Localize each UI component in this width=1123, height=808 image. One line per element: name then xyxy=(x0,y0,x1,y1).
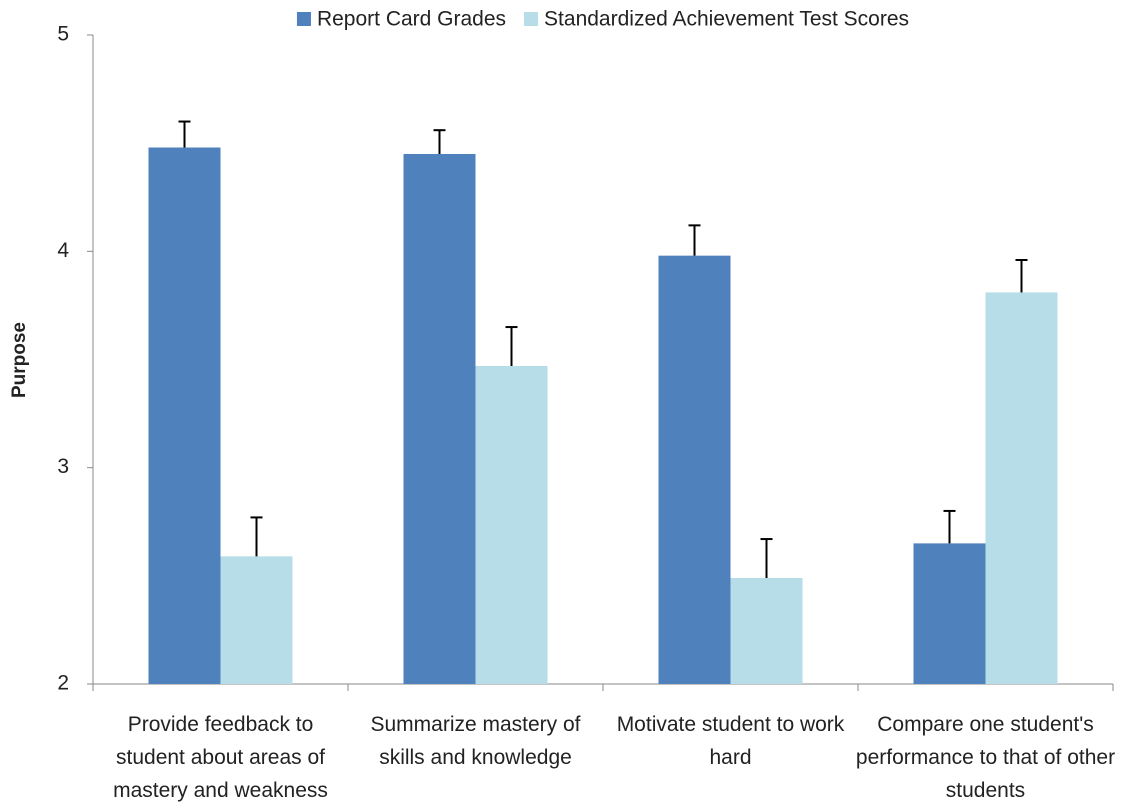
y-tick-label: 3 xyxy=(57,455,69,478)
bar xyxy=(913,543,986,684)
x-tick-label: Provide feedback to student about areas … xyxy=(113,713,328,802)
y-tick-label: 4 xyxy=(57,239,69,262)
y-tick-label: 2 xyxy=(57,672,69,695)
legend-label: Standardized Achievement Test Scores xyxy=(544,8,909,31)
bar xyxy=(475,365,548,684)
legend-label: Report Card Grades xyxy=(317,8,506,31)
legend-swatch xyxy=(296,12,311,26)
x-tick-label: Motivate student to work hard xyxy=(616,713,845,769)
legend-swatch xyxy=(524,12,539,26)
bar xyxy=(220,556,293,684)
bar xyxy=(658,255,731,684)
y-tick-label: 5 xyxy=(57,23,69,46)
bar xyxy=(985,292,1058,684)
y-axis-label: Purpose xyxy=(9,322,30,398)
x-tick-label: Compare one student's performance to tha… xyxy=(855,713,1116,802)
x-tick-label: Summarize mastery of skills and knowledg… xyxy=(370,713,581,769)
bar xyxy=(148,147,221,684)
bar xyxy=(730,577,803,684)
bar xyxy=(403,153,476,684)
